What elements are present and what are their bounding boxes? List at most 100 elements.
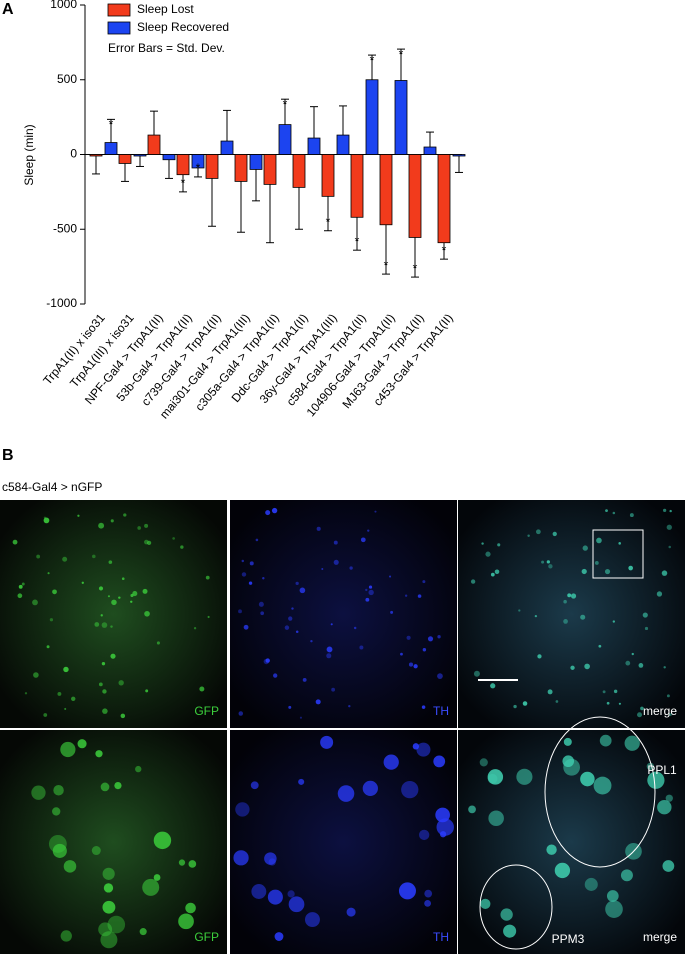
cell: [100, 782, 110, 792]
cell: [62, 556, 68, 562]
cell: [535, 529, 541, 535]
cell: [103, 883, 114, 893]
cell: [631, 652, 634, 656]
cell: [299, 716, 302, 719]
cell: [368, 589, 374, 596]
cell: [81, 581, 84, 584]
cell: [48, 834, 67, 853]
cell: [102, 689, 107, 694]
cell: [500, 908, 513, 921]
cell: [267, 889, 283, 905]
cell: [36, 554, 41, 559]
error-bar: [339, 105, 347, 136]
error-bar: [411, 237, 419, 278]
bar: [147, 134, 161, 155]
cell: [656, 591, 663, 597]
cell: [98, 522, 105, 529]
cell: [408, 662, 414, 667]
y-tick-label: 500: [57, 72, 77, 86]
cell: [153, 831, 172, 850]
cell: [620, 869, 633, 882]
cell: [439, 831, 447, 838]
error-bar: [440, 242, 448, 260]
error-bar: [237, 181, 245, 233]
cell: [43, 516, 47, 519]
cell: [243, 624, 249, 630]
error-bar: [252, 169, 260, 202]
cell: [52, 843, 67, 858]
legend-label: Sleep Lost: [137, 2, 194, 16]
cell: [582, 545, 588, 551]
cell: [606, 890, 619, 902]
cell: [390, 610, 394, 614]
cell: [584, 877, 598, 891]
cell: [114, 781, 122, 790]
cell: [110, 519, 114, 523]
caption: c584-Gal4 > nGFP: [2, 480, 102, 494]
cell: [273, 673, 278, 678]
cell: [331, 687, 336, 692]
cell: [60, 741, 76, 758]
cell: [422, 648, 427, 652]
cell: [473, 670, 480, 677]
cell: [427, 636, 434, 642]
bar: [118, 154, 132, 164]
cell: [480, 898, 491, 909]
y-tick-label: -500: [53, 221, 77, 235]
cell: [663, 508, 667, 513]
significance: *: [355, 234, 360, 248]
cell: [274, 932, 284, 941]
cell: [596, 537, 602, 544]
legend-swatch: [107, 21, 131, 35]
cell: [669, 509, 672, 513]
cell: [481, 542, 484, 545]
channel-label: GFP: [194, 704, 219, 718]
cell: [368, 585, 373, 589]
cell: [406, 635, 411, 640]
cell: [262, 577, 265, 580]
region-label: PPL1: [647, 763, 677, 777]
cell: [100, 614, 103, 617]
region-label: PPM3: [552, 932, 585, 946]
significance: *: [370, 53, 375, 67]
cell: [120, 713, 126, 719]
cell: [668, 545, 671, 549]
cell: [584, 663, 590, 670]
legend-swatch: [107, 3, 131, 17]
significance: *: [181, 176, 186, 190]
cell: [547, 689, 553, 695]
cell: [359, 645, 364, 650]
cell: [416, 742, 431, 757]
cell: [326, 653, 332, 659]
cell: [349, 566, 353, 570]
cell: [618, 542, 621, 545]
cell: [102, 900, 116, 914]
cell: [326, 646, 333, 653]
cell: [178, 859, 186, 866]
micrograph: [458, 500, 685, 728]
cell: [43, 713, 48, 717]
cell: [612, 620, 616, 623]
channel-label: merge: [643, 930, 677, 944]
cell: [255, 538, 259, 542]
cell: [49, 618, 54, 622]
cell: [241, 572, 247, 577]
cell: [144, 523, 149, 528]
cell: [288, 896, 305, 913]
error-bar: [455, 155, 463, 173]
error-bar: [136, 155, 144, 167]
cell: [315, 699, 321, 705]
cell: [661, 570, 668, 576]
cell: [490, 683, 496, 689]
cell: [52, 807, 61, 816]
cell: [580, 614, 586, 620]
error-bar: [121, 163, 129, 182]
cell: [250, 781, 259, 790]
cell: [98, 586, 104, 591]
cell: [613, 689, 618, 694]
cell: [522, 701, 528, 706]
cell: [612, 511, 616, 515]
cell: [302, 678, 307, 682]
cell: [412, 743, 420, 750]
